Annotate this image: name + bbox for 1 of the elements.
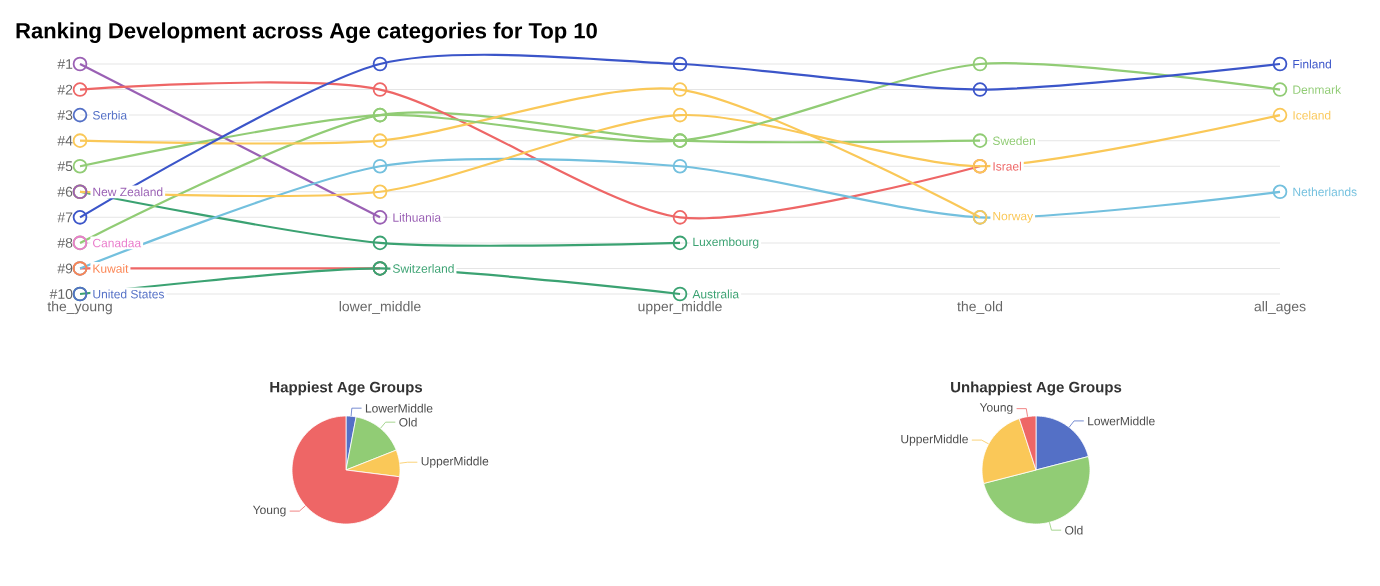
chart-title: Ranking Development across Age categories for Top 10 (16, 22, 597, 43)
